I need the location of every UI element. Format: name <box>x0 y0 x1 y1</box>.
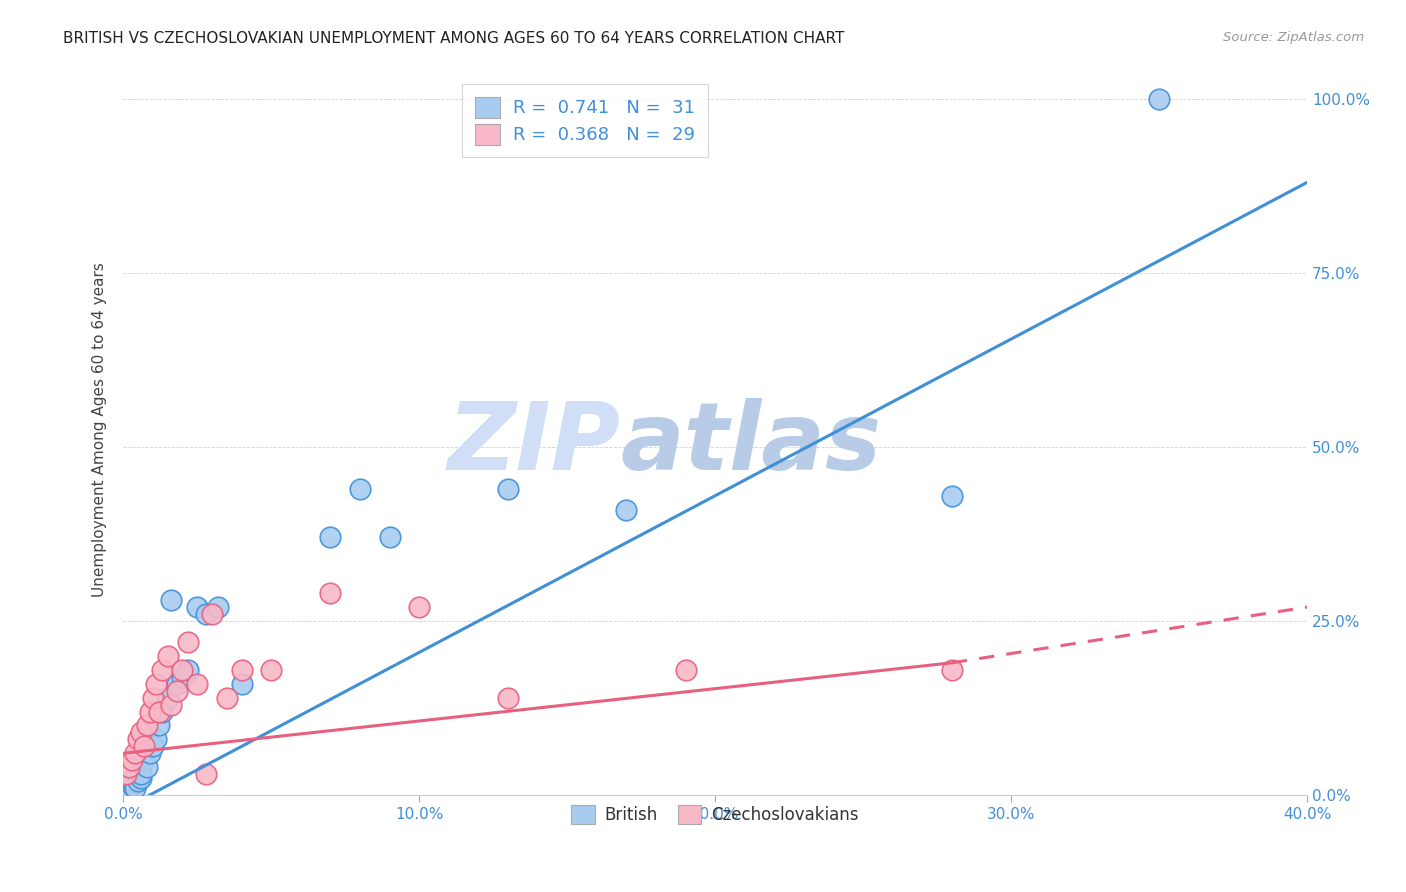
Point <box>129 725 152 739</box>
Legend: British, Czechoslovakians: British, Czechoslovakians <box>565 798 866 830</box>
Point <box>231 676 253 690</box>
Point <box>118 760 141 774</box>
Point <box>145 676 167 690</box>
Point <box>616 502 638 516</box>
Point <box>121 774 143 789</box>
Point <box>115 784 138 798</box>
Point <box>231 663 253 677</box>
Text: atlas: atlas <box>620 398 882 491</box>
Point <box>215 690 238 705</box>
Text: ZIP: ZIP <box>447 398 620 491</box>
Point <box>195 607 218 621</box>
Point <box>201 607 224 621</box>
Point <box>408 600 430 615</box>
Point <box>127 732 149 747</box>
Point <box>159 698 181 712</box>
Point <box>156 648 179 663</box>
Point <box>121 778 143 792</box>
Point <box>136 718 159 732</box>
Point <box>142 739 165 754</box>
Point <box>127 774 149 789</box>
Point <box>145 732 167 747</box>
Point <box>186 600 208 615</box>
Point <box>159 593 181 607</box>
Point <box>941 663 963 677</box>
Point <box>166 676 188 690</box>
Point <box>207 600 229 615</box>
Point <box>139 746 162 760</box>
Point <box>177 635 200 649</box>
Text: BRITISH VS CZECHOSLOVAKIAN UNEMPLOYMENT AMONG AGES 60 TO 64 YEARS CORRELATION CH: BRITISH VS CZECHOSLOVAKIAN UNEMPLOYMENT … <box>63 31 845 46</box>
Point <box>115 767 138 781</box>
Point <box>156 690 179 705</box>
Point <box>118 781 141 796</box>
Point <box>1147 92 1170 106</box>
Point <box>148 705 170 719</box>
Point <box>260 663 283 677</box>
Point <box>124 746 146 760</box>
Y-axis label: Unemployment Among Ages 60 to 64 years: Unemployment Among Ages 60 to 64 years <box>93 262 107 597</box>
Point <box>172 663 194 677</box>
Point <box>139 705 162 719</box>
Point <box>496 482 519 496</box>
Point <box>129 767 152 781</box>
Point <box>496 690 519 705</box>
Text: Source: ZipAtlas.com: Source: ZipAtlas.com <box>1223 31 1364 45</box>
Point <box>132 739 155 754</box>
Point <box>121 753 143 767</box>
Point <box>132 753 155 767</box>
Point <box>172 670 194 684</box>
Point <box>195 767 218 781</box>
Point <box>177 663 200 677</box>
Point <box>136 760 159 774</box>
Point <box>675 663 697 677</box>
Point <box>319 531 342 545</box>
Point <box>941 489 963 503</box>
Point <box>186 676 208 690</box>
Point <box>129 771 152 785</box>
Point <box>148 718 170 732</box>
Point <box>166 683 188 698</box>
Point <box>378 531 401 545</box>
Point <box>319 586 342 600</box>
Point <box>349 482 371 496</box>
Point <box>142 690 165 705</box>
Point <box>150 705 173 719</box>
Point <box>124 781 146 796</box>
Point <box>150 663 173 677</box>
